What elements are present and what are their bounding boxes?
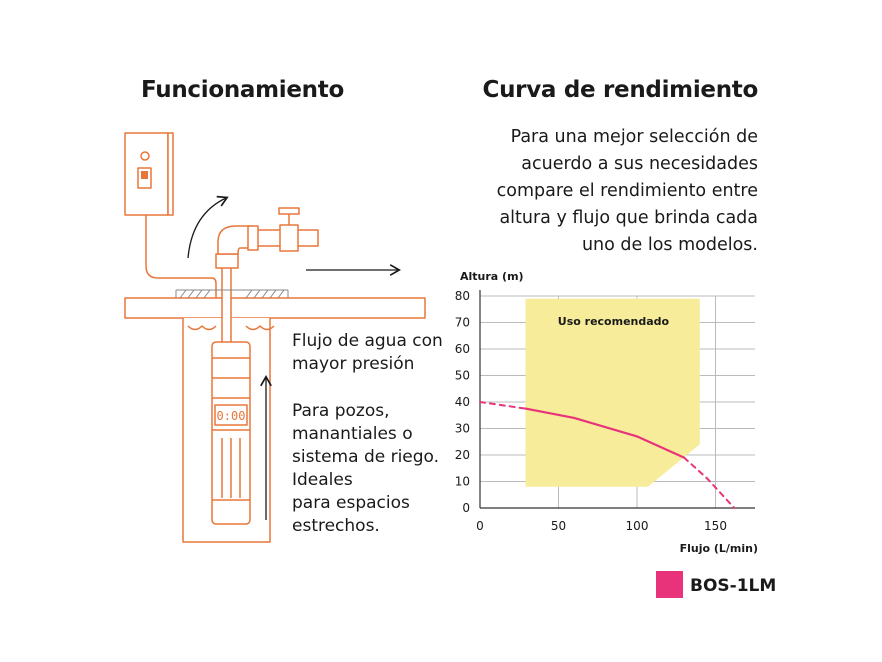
flow-text: Flujo de agua con mayor presión [292, 330, 443, 376]
ground-hatching [175, 289, 289, 299]
curve-dashed-segment [683, 456, 736, 509]
recommended-use-region [525, 298, 700, 487]
water-surface [187, 325, 275, 331]
pipe-elbow [217, 225, 253, 255]
use-text-line: estrechos. [292, 516, 380, 536]
valve-handle [278, 207, 300, 215]
x-axis-label: Flujo (L/min) [680, 542, 758, 555]
y-tick-label: 30 [455, 422, 470, 436]
region-label: Uso recomendado [558, 315, 670, 328]
curve-solid-segment [524, 407, 686, 459]
description-line: uno de los modelos. [581, 235, 758, 255]
use-text: Para pozos, manantiales o sistema de rie… [292, 400, 439, 538]
pump-display [214, 404, 248, 426]
y-tick-label: 80 [455, 289, 470, 303]
flow-text-line: Flujo de agua con [292, 331, 443, 351]
chart-ticks: 0 10 20 30 40 50 60 70 80 0 50 100 150 [455, 289, 727, 533]
y-tick-label: 40 [455, 395, 470, 409]
legend-label: BOS-1LM [690, 576, 776, 596]
valve [279, 224, 299, 252]
horizontal-pipe [251, 229, 319, 247]
x-tick-label: 100 [626, 519, 649, 533]
curve-dashed-segment [479, 401, 527, 410]
y-tick-label: 70 [455, 316, 470, 330]
y-axis-label: Altura (m) [460, 270, 524, 283]
right-section-title: Curva de rendimiento [482, 77, 759, 103]
use-text-line: para espacios [292, 493, 410, 513]
control-box [124, 132, 169, 216]
description-line: altura y flujo que brinda cada [499, 208, 758, 228]
y-tick-label: 50 [455, 369, 470, 383]
description-line: compare el rendimiento entre [496, 181, 758, 201]
ground-slab [124, 297, 426, 319]
well-casing [182, 318, 271, 543]
use-text-line: sistema de riego. [292, 447, 440, 467]
chart-description: Para una mejor selección de acuerdo a su… [497, 124, 758, 259]
flow-text-line: mayor presión [292, 354, 415, 374]
left-section-title: Funcionamiento [141, 77, 344, 103]
x-tick-label: 0 [476, 519, 484, 533]
use-text-line: Ideales [292, 470, 353, 490]
y-tick-label: 10 [455, 475, 470, 489]
x-tick-label: 50 [551, 519, 566, 533]
y-tick-label: 20 [455, 448, 470, 462]
use-text-line: manantiales o [292, 424, 413, 444]
chart-curve [479, 401, 736, 509]
x-tick-label: 150 [704, 519, 727, 533]
submersible-pump [211, 341, 251, 525]
use-text-line: Para pozos, [292, 401, 390, 421]
legend-swatch [656, 571, 683, 598]
y-tick-label: 60 [455, 342, 470, 356]
description-line: acuerdo a sus necesidades [521, 154, 758, 174]
power-cable [145, 215, 217, 345]
riser-pipe [221, 261, 232, 348]
y-tick-label: 0 [462, 501, 470, 515]
indicator-light-icon [140, 151, 150, 161]
description-line: Para una mejor selección de [510, 127, 758, 147]
power-switch-icon [137, 167, 152, 189]
pump-display-text: 0:00 [217, 409, 246, 423]
curved-arrow-icon [187, 195, 229, 259]
chart-axes [479, 290, 755, 509]
chart-grid [480, 295, 755, 508]
